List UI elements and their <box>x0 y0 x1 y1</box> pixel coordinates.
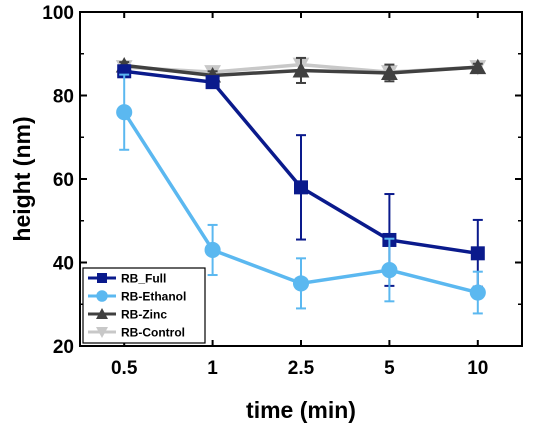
data-point <box>292 275 310 292</box>
x-tick-label: 1 <box>207 358 218 379</box>
legend-item: RB-Ethanol <box>88 290 186 304</box>
legend-label: RB-Control <box>121 326 185 340</box>
data-point <box>204 241 221 259</box>
y-tick-label: 60 <box>53 170 74 191</box>
x-tick-label: 5 <box>384 358 395 379</box>
data-point <box>205 75 220 90</box>
data-point <box>292 62 310 78</box>
y-tick-label: 80 <box>53 87 74 108</box>
legend: RB_Full RB-Ethanol RB-Zinc RB-Control <box>82 267 206 344</box>
y-axis: 20 40 60 80 100 <box>42 3 522 358</box>
series-rb-zinc <box>115 56 487 84</box>
series-layer <box>115 56 487 315</box>
legend-label: RB_Full <box>121 272 166 286</box>
data-point <box>381 261 398 279</box>
y-tick-label: 40 <box>53 254 74 275</box>
x-tick-label: 2.5 <box>288 358 315 379</box>
x-axis-title: time (min) <box>246 397 356 423</box>
legend-swatch-marker <box>96 327 108 338</box>
data-point <box>381 64 398 80</box>
y-axis-title: height (nm) <box>9 116 35 241</box>
legend-item: RB_Full <box>88 272 166 286</box>
series-rb-full <box>117 64 485 288</box>
series-rb-ethanol <box>116 73 486 315</box>
data-point <box>116 104 133 121</box>
data-point <box>469 284 486 301</box>
legend-swatch-marker <box>97 273 107 283</box>
x-tick-label: 0.5 <box>111 358 138 379</box>
legend-item: RB-Control <box>88 326 185 340</box>
legend-label: RB-Zinc <box>121 308 167 322</box>
y-tick-label: 20 <box>53 337 74 358</box>
x-axis: 0.5 1 2.5 5 10 <box>111 12 488 379</box>
legend-label: RB-Ethanol <box>121 290 186 304</box>
legend-swatch-marker <box>96 308 108 319</box>
data-point <box>470 246 485 261</box>
y-tick-label: 100 <box>42 3 74 24</box>
data-point <box>294 180 308 195</box>
legend-item: RB-Zinc <box>88 308 167 322</box>
legend-swatch-marker <box>96 290 108 302</box>
x-tick-label: 10 <box>467 358 488 379</box>
data-point <box>469 58 487 75</box>
